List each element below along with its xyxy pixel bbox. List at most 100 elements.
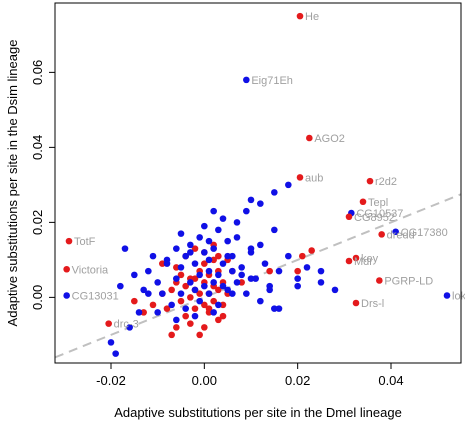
- blue-point: [206, 290, 213, 297]
- blue-point: [112, 350, 119, 357]
- blue-point: [266, 287, 273, 294]
- blue-point: [271, 227, 278, 234]
- red-point: [131, 298, 138, 305]
- labeled-point: [63, 292, 70, 299]
- blue-point: [257, 242, 264, 249]
- point-label: PGRP-LD: [384, 276, 433, 288]
- blue-point: [192, 313, 199, 320]
- red-point: [182, 313, 189, 320]
- red-point: [201, 324, 208, 331]
- blue-point: [243, 290, 250, 297]
- blue-point: [182, 305, 189, 312]
- y-tick-label: 0.04: [30, 135, 45, 160]
- labeled-point: [360, 198, 367, 205]
- x-axis: -0.02 0.00 0.02 0.04: [96, 363, 403, 388]
- blue-point: [168, 302, 175, 309]
- labeled-point: [66, 238, 73, 245]
- labeled-point: [63, 266, 70, 273]
- labeled-point: [378, 231, 385, 238]
- x-axis-label: Adaptive substitutions per site in the D…: [114, 405, 402, 420]
- blue-point: [248, 197, 255, 204]
- blue-point: [215, 227, 222, 234]
- blue-point: [145, 268, 152, 275]
- blue-point: [210, 309, 217, 316]
- red-point: [187, 320, 194, 327]
- blue-point: [215, 272, 222, 279]
- y-tick-label: 0.00: [30, 285, 45, 310]
- blue-point: [131, 272, 138, 279]
- blue-point: [243, 208, 250, 215]
- red-point: [294, 268, 301, 275]
- blue-point: [285, 182, 292, 189]
- blue-point: [178, 264, 185, 271]
- blue-point: [201, 249, 208, 256]
- blue-point: [262, 260, 269, 267]
- labeled-point: [105, 320, 112, 327]
- point-label: drc-3: [114, 319, 139, 331]
- point-label: Eig71Eh: [251, 75, 293, 87]
- point-labels-layer: HeEig71EhAGO2aub r2d2TeplCG10537CG8952CG1…: [72, 11, 465, 331]
- red-point: [168, 332, 175, 339]
- blue-point: [224, 238, 231, 245]
- blue-point: [257, 298, 264, 305]
- blue-point: [238, 272, 245, 279]
- blue-point: [257, 200, 264, 207]
- point-label: dredd: [387, 229, 415, 241]
- blue-point: [318, 279, 325, 286]
- point-label: Tepl: [368, 197, 388, 209]
- point-label: He: [305, 11, 319, 23]
- point-label: aub: [305, 172, 323, 184]
- y-tick-label: 0.06: [30, 60, 45, 85]
- blue-point: [215, 302, 222, 309]
- x-tick-label: 0.02: [285, 373, 310, 388]
- red-point: [308, 247, 315, 254]
- blue-point: [210, 208, 217, 215]
- red-point: [266, 268, 273, 275]
- blue-point: [229, 290, 236, 297]
- red-point: [299, 253, 306, 260]
- blue-point: [159, 290, 166, 297]
- x-tick-label: -0.02: [96, 373, 126, 388]
- labeled-point: [297, 13, 304, 20]
- point-label: TotF: [74, 236, 96, 248]
- point-label: Victoria: [72, 264, 109, 276]
- blue-point: [187, 249, 194, 256]
- blue-point: [196, 298, 203, 305]
- blue-point: [229, 268, 236, 275]
- y-axis: 0.00 0.02 0.04 0.06: [30, 60, 55, 310]
- labeled-point: [353, 300, 360, 307]
- labeled-point: [376, 277, 383, 284]
- point-label: AGO2: [314, 133, 345, 145]
- blue-point: [196, 234, 203, 241]
- y-axis-label: Adaptive substitutions per site in the D…: [5, 40, 20, 327]
- labeled-point: [306, 135, 313, 142]
- blue-point: [234, 234, 241, 241]
- blue-point: [206, 257, 213, 264]
- blue-point: [220, 215, 227, 222]
- blue-point: [187, 279, 194, 286]
- x-tick-label: 0.04: [378, 373, 403, 388]
- labeled-point: [367, 178, 374, 185]
- blue-point: [271, 189, 278, 196]
- blue-point: [196, 272, 203, 279]
- blue-point: [304, 264, 311, 271]
- blue-point: [294, 283, 301, 290]
- labeled-point: [243, 77, 250, 84]
- blue-point: [192, 260, 199, 267]
- point-label: Mdr: [354, 256, 373, 268]
- blue-point: [238, 264, 245, 271]
- blue-point: [206, 268, 213, 275]
- red-point: [168, 287, 175, 294]
- blue-point: [150, 253, 157, 260]
- blue-point: [173, 245, 180, 252]
- red-point: [173, 324, 180, 331]
- red-point: [215, 253, 222, 260]
- blue-point: [145, 290, 152, 297]
- blue-point: [332, 287, 339, 294]
- labeled-point: [297, 174, 304, 181]
- red-point: [196, 332, 203, 339]
- blue-point: [108, 339, 115, 346]
- blue-point: [206, 238, 213, 245]
